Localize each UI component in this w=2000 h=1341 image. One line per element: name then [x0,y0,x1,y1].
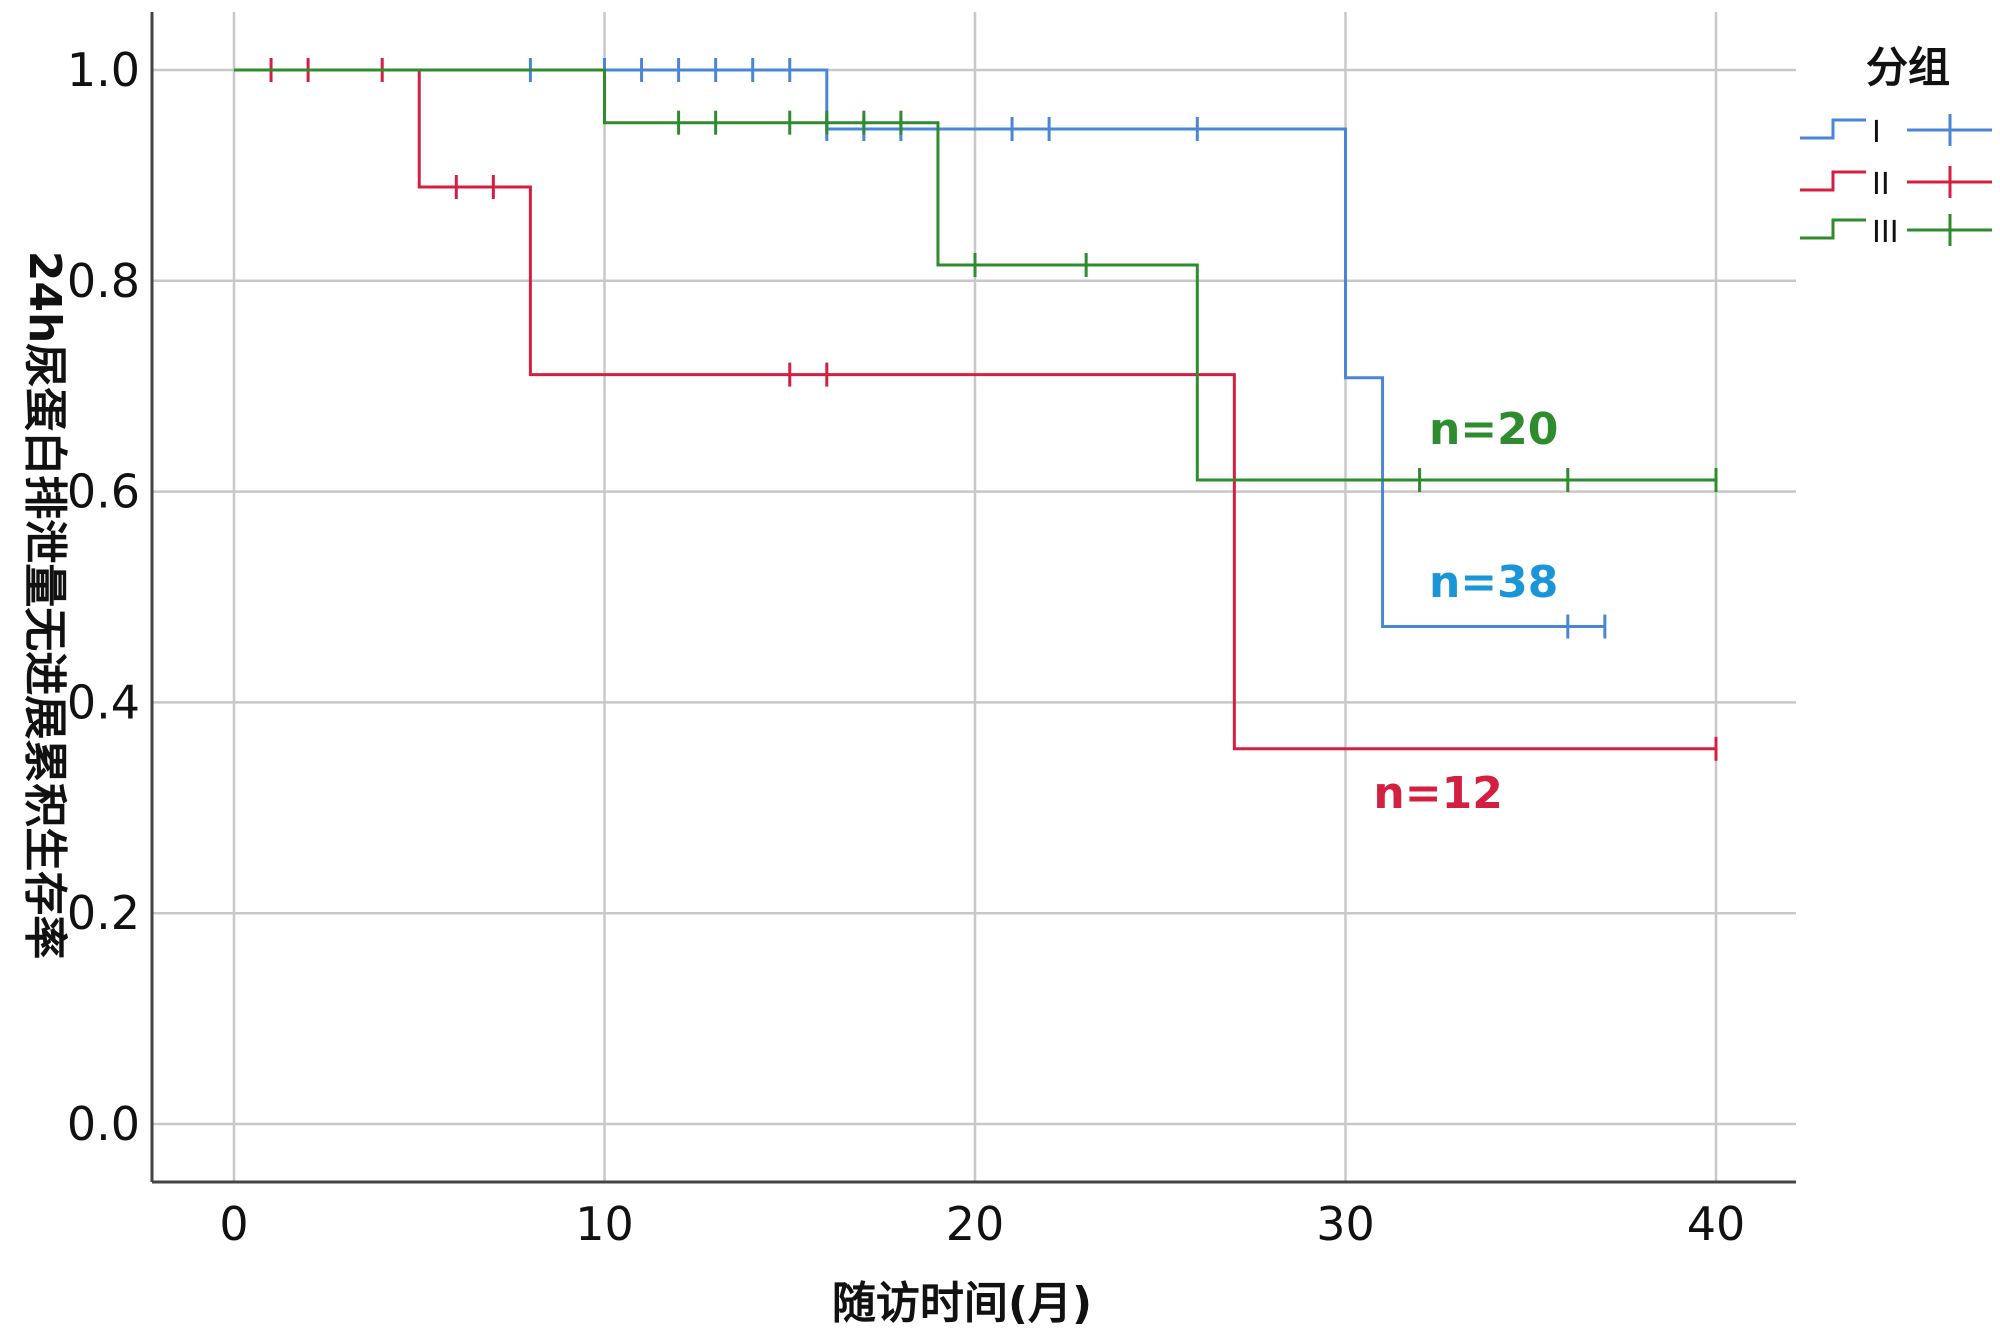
legend-step-icon [1800,170,1866,192]
x-tick-labels: 0 10 20 30 40 [219,1197,1745,1251]
sample-size-label: n=12 [1373,768,1502,819]
x-tick-label: 40 [1687,1197,1746,1251]
y-tick-label: 0.6 [67,465,140,519]
y-axis-title: 24h尿蛋白排泄量无进展累积生存率 [19,251,70,960]
annotations: n=38 n=12 n=20 [1373,404,1558,819]
legend-label: III [1872,215,1899,250]
series-III [234,68,1718,493]
legend-entry: II [1800,166,1992,202]
y-tick-label: 0.0 [67,1097,140,1151]
x-tick-label: 0 [219,1197,248,1251]
legend-label: I [1872,115,1881,150]
x-tick-label: 20 [946,1197,1005,1251]
survival-step-line [234,68,1605,629]
survival-step-line [234,68,1716,751]
series-I [234,58,1607,639]
legend-step-icon [1800,118,1866,140]
legend-title: 分组 [1866,43,1950,92]
sample-size-label: n=20 [1429,404,1558,455]
legend-entry: III [1800,214,1992,250]
legend-entry: I [1800,114,1992,150]
x-tick-label: 10 [575,1197,634,1251]
legend-step-icon [1800,218,1866,240]
legend-label: II [1872,167,1890,202]
survival-step-line [234,68,1716,482]
y-tick-label: 0.4 [67,675,140,729]
y-tick-label: 0.8 [67,254,140,308]
sample-size-label: n=38 [1429,557,1558,608]
axes [150,12,1796,1184]
x-tick-label: 30 [1316,1197,1375,1251]
y-tick-label: 0.2 [67,886,140,940]
y-tick-labels: 0.0 0.2 0.4 0.6 0.8 1.0 [67,43,140,1151]
x-axis-title: 随访时间(月) [832,1278,1092,1329]
series-layer [234,58,1718,761]
y-tick-label: 1.0 [67,43,140,97]
